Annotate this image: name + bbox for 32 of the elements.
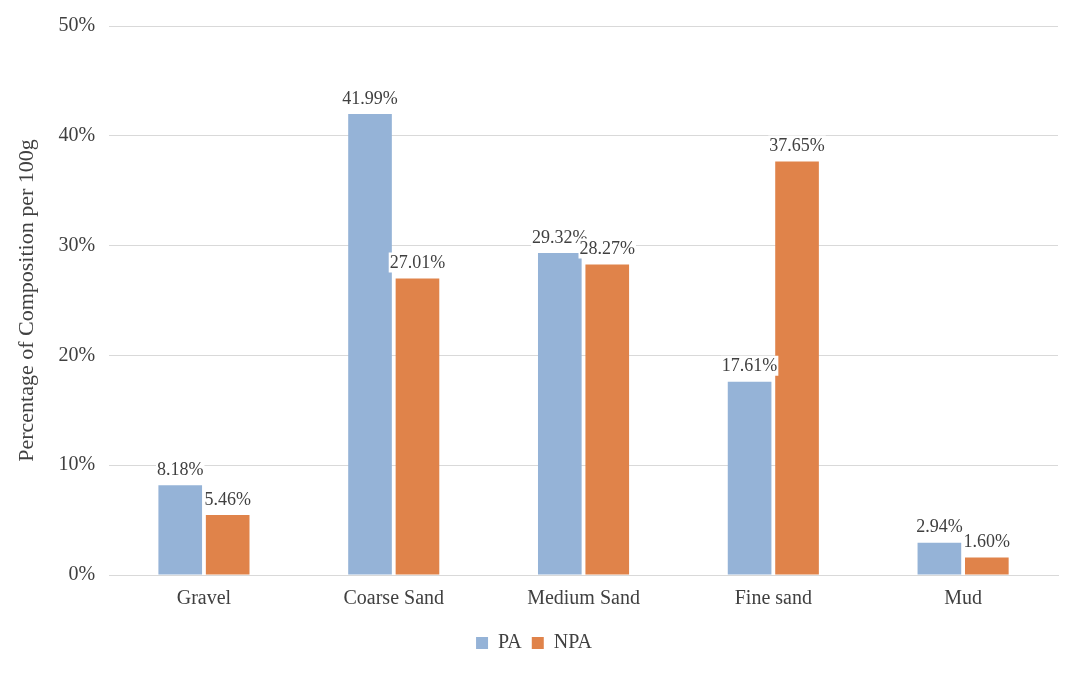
y-tick-label: 50% (58, 13, 96, 36)
x-tick-label: Medium Sand (527, 586, 640, 609)
x-tick-label: Gravel (176, 586, 232, 609)
data-label: 37.65% (769, 135, 825, 156)
data-label: 27.01% (389, 252, 446, 273)
legend-label: PA (498, 630, 523, 653)
data-label: 2.94% (916, 516, 963, 537)
x-tick-label: Fine sand (734, 586, 812, 609)
bar (585, 264, 630, 575)
bar (348, 113, 392, 575)
bar (917, 542, 962, 575)
y-tick-label: 0% (68, 562, 96, 585)
data-label: 8.18% (156, 458, 204, 479)
y-tick-label: 20% (58, 342, 96, 365)
data-label: 1.60% (963, 531, 1011, 552)
bar (965, 557, 1009, 575)
bar (727, 381, 772, 575)
bar (205, 515, 250, 575)
data-label: 5.46% (204, 488, 251, 509)
y-tick-label: 30% (58, 232, 96, 255)
y-axis-title: Percentage of Composition per 100g (12, 139, 38, 462)
bar (775, 161, 819, 575)
bar (395, 278, 440, 575)
x-tick-label: Mud (944, 586, 982, 609)
bar (158, 485, 203, 575)
x-tick-label: Coarse Sand (343, 586, 445, 609)
y-tick-label: 40% (58, 123, 96, 146)
data-label: 41.99% (342, 87, 398, 108)
y-tick-label: 10% (58, 452, 96, 475)
data-label: 17.61% (721, 355, 778, 376)
legend-label: NPA (553, 630, 593, 653)
bar (537, 253, 582, 575)
